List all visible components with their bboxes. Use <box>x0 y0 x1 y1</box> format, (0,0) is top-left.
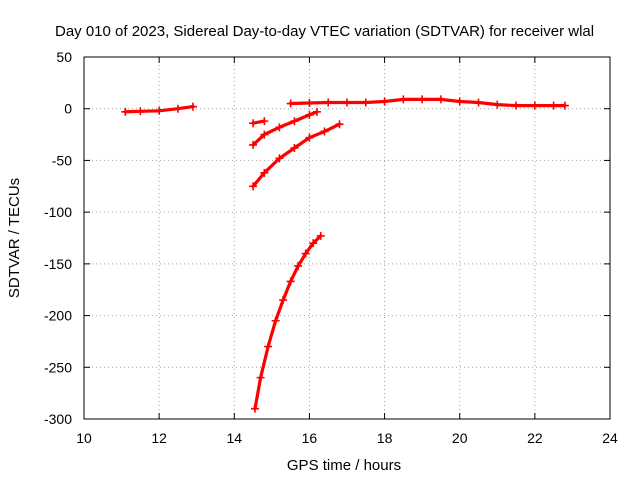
data-point <box>286 277 295 286</box>
data-point <box>320 127 329 136</box>
data-point <box>264 342 273 351</box>
data-point <box>136 107 145 116</box>
data-point <box>560 101 569 110</box>
axis-ticks: 10 12 14 16 18 20 22 24 50 0 -50 -100 -150 -200 -250 -3… <box>44 49 618 446</box>
data-point <box>418 95 427 104</box>
series-2 <box>286 95 569 110</box>
data-series <box>121 95 569 413</box>
y-tick-label: -250 <box>44 359 72 375</box>
x-tick-label: 20 <box>452 430 468 446</box>
data-point <box>549 101 558 110</box>
data-point <box>260 130 269 139</box>
grid <box>84 57 610 419</box>
chart-title: Day 010 of 2023, Sidereal Day-to-day VTE… <box>55 23 594 40</box>
data-point <box>250 404 259 413</box>
data-point <box>380 97 389 106</box>
data-point <box>361 98 370 107</box>
x-axis-title: GPS time / hours <box>287 457 401 474</box>
y-tick-label: -300 <box>44 411 72 427</box>
x-tick-label: 24 <box>602 430 618 446</box>
data-point <box>256 373 265 382</box>
data-point <box>173 104 182 113</box>
y-tick-label: -50 <box>52 152 72 168</box>
data-point <box>290 117 299 126</box>
data-point <box>493 100 502 109</box>
x-tick-label: 16 <box>302 430 318 446</box>
data-point <box>343 98 351 107</box>
data-point <box>399 95 408 104</box>
series-6 <box>250 231 325 413</box>
x-tick-label: 14 <box>226 430 242 446</box>
data-point <box>455 97 464 106</box>
series-line <box>289 97 567 108</box>
series-1 <box>121 102 197 116</box>
data-point <box>275 123 284 132</box>
series-4 <box>249 107 321 149</box>
y-tick-label: 0 <box>64 101 72 117</box>
data-point <box>290 144 299 153</box>
data-point <box>260 117 269 126</box>
data-point <box>335 120 344 129</box>
data-point <box>249 140 258 149</box>
data-point <box>474 98 483 107</box>
y-tick-label: -200 <box>44 308 72 324</box>
data-point <box>305 110 314 119</box>
data-point <box>249 182 258 191</box>
plot-frame <box>83 56 611 420</box>
x-tick-label: 18 <box>377 430 393 446</box>
data-point <box>309 239 318 248</box>
data-point <box>305 99 314 108</box>
series-3 <box>249 117 269 128</box>
data-point <box>512 101 521 110</box>
data-point <box>279 296 288 305</box>
y-tick-label: -150 <box>44 256 72 272</box>
data-point <box>249 119 258 128</box>
data-point <box>271 316 280 325</box>
y-tick-label: 50 <box>56 49 72 65</box>
data-point <box>260 168 269 177</box>
data-point <box>530 101 539 110</box>
data-point <box>301 249 310 258</box>
x-tick-label: 22 <box>527 430 543 446</box>
data-point <box>316 231 325 240</box>
data-point <box>294 261 303 270</box>
x-tick-label: 12 <box>151 430 167 446</box>
data-point <box>155 106 164 115</box>
data-point <box>312 107 321 116</box>
data-point <box>121 107 130 116</box>
data-point <box>286 99 295 108</box>
series-line <box>253 234 323 411</box>
data-point <box>436 95 445 104</box>
data-point <box>305 133 314 142</box>
data-point <box>324 98 333 107</box>
data-point <box>188 102 197 111</box>
x-tick-label: 10 <box>76 430 92 446</box>
y-tick-label: -100 <box>44 204 72 220</box>
series-5 <box>249 120 344 191</box>
data-point <box>275 154 284 163</box>
y-axis-title: SDTVAR / TECUs <box>6 178 23 298</box>
